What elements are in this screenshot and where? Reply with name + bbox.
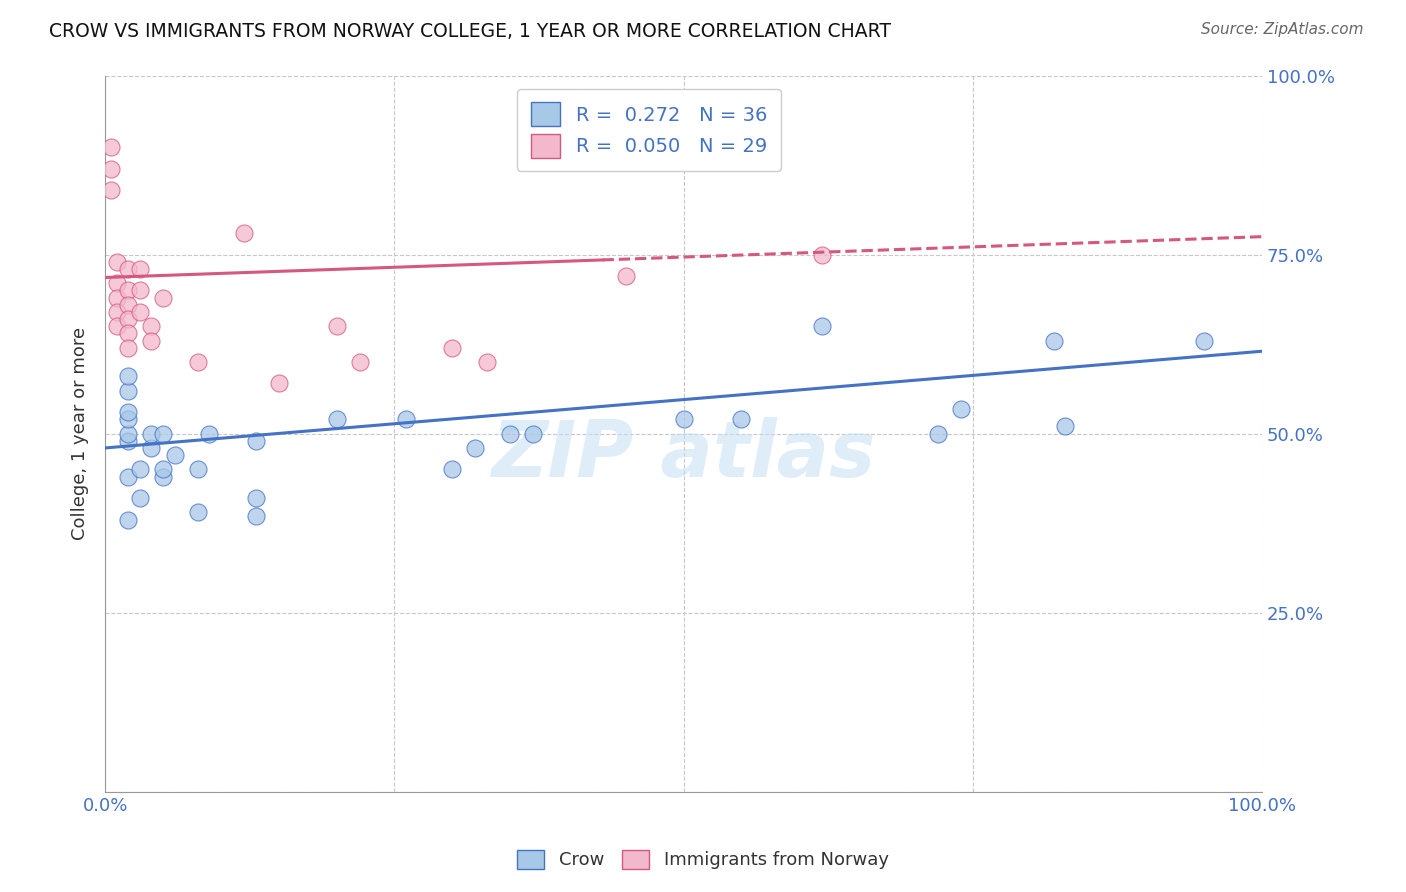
Point [267,376,290,391]
Point [117,426,139,441]
Point [325,412,347,426]
Point [441,462,464,476]
Point [105,277,128,291]
Point [100,161,122,176]
Point [233,226,256,240]
Legend: R =  0.272   N = 36, R =  0.050   N = 29: R = 0.272 N = 36, R = 0.050 N = 29 [517,89,780,171]
Point [927,426,949,441]
Point [117,312,139,326]
Point [117,261,139,276]
Point [117,434,139,448]
Point [395,412,418,426]
Point [141,319,163,334]
Point [105,319,128,334]
Point [1042,334,1064,348]
Y-axis label: College, 1 year or more: College, 1 year or more [72,327,89,541]
Point [117,284,139,298]
Point [117,326,139,341]
Point [245,508,267,523]
Text: ZIP atlas: ZIP atlas [491,417,876,493]
Point [1192,334,1215,348]
Legend: Crow, Immigrants from Norway: Crow, Immigrants from Norway [508,841,898,879]
Point [117,298,139,312]
Point [499,426,522,441]
Point [187,505,209,519]
Point [1054,419,1077,434]
Point [614,268,637,283]
Point [117,512,139,526]
Point [187,355,209,369]
Point [129,305,152,319]
Point [105,305,128,319]
Point [117,369,139,384]
Point [141,334,163,348]
Point [129,261,152,276]
Point [811,247,834,261]
Point [811,319,834,334]
Point [141,441,163,455]
Point [117,405,139,419]
Point [475,355,498,369]
Point [672,412,695,426]
Point [100,183,122,197]
Point [245,491,267,505]
Point [187,462,209,476]
Point [105,254,128,268]
Point [325,319,347,334]
Text: Source: ZipAtlas.com: Source: ZipAtlas.com [1201,22,1364,37]
Point [152,462,174,476]
Point [117,469,139,483]
Point [100,140,122,154]
Point [152,426,174,441]
Point [349,355,371,369]
Point [245,434,267,448]
Point [198,426,221,441]
Point [152,291,174,305]
Point [522,426,544,441]
Point [730,412,752,426]
Point [129,284,152,298]
Point [464,441,486,455]
Point [117,341,139,355]
Point [129,491,152,505]
Point [105,291,128,305]
Text: CROW VS IMMIGRANTS FROM NORWAY COLLEGE, 1 YEAR OR MORE CORRELATION CHART: CROW VS IMMIGRANTS FROM NORWAY COLLEGE, … [49,22,891,41]
Point [950,401,973,416]
Point [152,469,174,483]
Point [117,384,139,398]
Point [163,448,186,462]
Point [441,341,464,355]
Point [117,412,139,426]
Point [129,462,152,476]
Point [141,426,163,441]
